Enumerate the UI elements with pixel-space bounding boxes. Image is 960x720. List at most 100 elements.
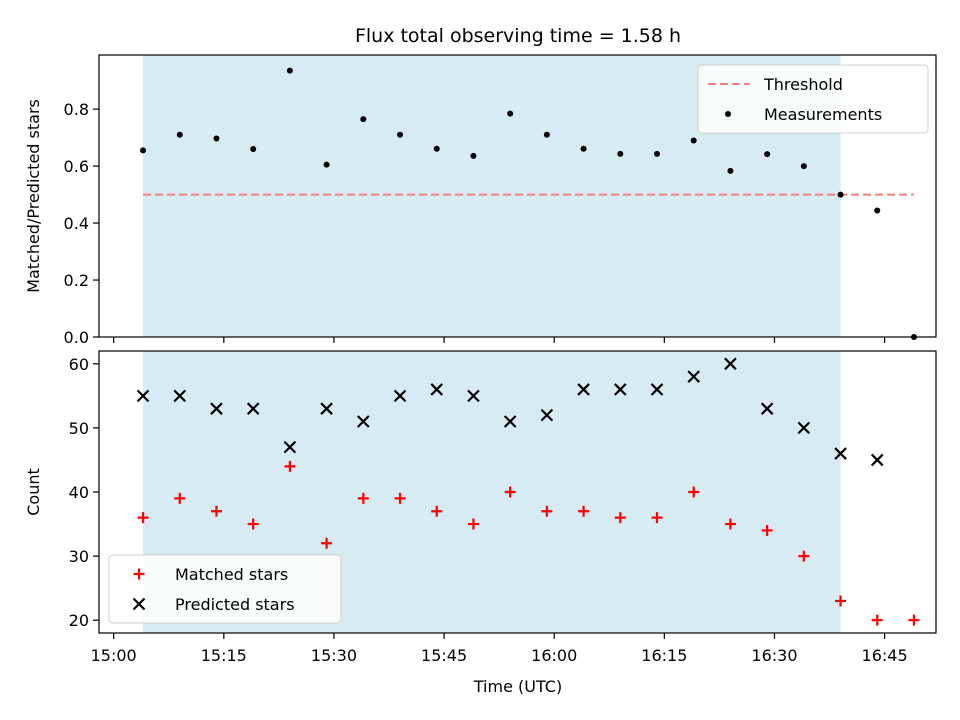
y-tick-label: 0.0	[64, 328, 89, 347]
legend-matched-swatch	[133, 568, 145, 580]
matched-star-point	[541, 505, 553, 517]
measurement-point	[433, 145, 440, 152]
y-tick-label: 50	[69, 419, 89, 438]
matched-star-point	[761, 524, 773, 536]
matched-star-point	[724, 518, 736, 530]
measurement-point	[323, 161, 330, 168]
measurement-point	[543, 131, 550, 138]
x-tick-label: 15:00	[91, 646, 137, 665]
predicted-star-point	[540, 408, 554, 422]
matched-star-point	[798, 550, 810, 562]
predicted-star-point	[650, 383, 664, 396]
predicted-star-point	[430, 383, 444, 396]
legend-predicted-swatch	[132, 597, 146, 611]
y-tick-label: 20	[69, 611, 89, 630]
axes-frame	[98, 54, 937, 338]
matched-star-point	[835, 595, 847, 607]
predicted-star-point	[210, 402, 223, 415]
y-tick-label: 30	[69, 547, 89, 566]
x-tick-label: 15:15	[201, 646, 247, 665]
predicted-star-point	[503, 415, 517, 428]
measurement-point	[397, 131, 404, 138]
matched-star-point	[247, 518, 259, 530]
x-tick-label: 15:30	[311, 646, 357, 665]
legend-box	[108, 554, 342, 624]
measurement-point	[470, 152, 477, 159]
predicted-star-point	[246, 402, 260, 415]
measurement-point	[837, 191, 844, 198]
legend-label: Predicted stars	[175, 595, 295, 614]
measurement-point	[580, 145, 587, 152]
matched-star-point	[614, 512, 626, 524]
ratio-panel: 0.0 0.2 0.4 0.6 0.8 Matched/Predicted stars Th…	[24, 54, 937, 347]
legend-label: Measurements	[764, 105, 882, 124]
measurement-point	[286, 67, 293, 74]
y-tick-label: 0.6	[64, 157, 89, 176]
legend-box	[697, 64, 929, 134]
matched-star-point	[431, 505, 443, 517]
measurement-point	[690, 137, 697, 144]
measurement-point	[250, 146, 257, 152]
measurement-point	[507, 110, 514, 117]
legend-measurement-swatch	[725, 111, 731, 117]
x-tick-label: 16:15	[641, 646, 687, 665]
legend-label: Threshold	[763, 75, 843, 94]
predicted-star-point	[357, 415, 370, 428]
measurement-point	[764, 151, 771, 158]
measurement-point	[140, 147, 147, 154]
x-tick-label: 15:45	[421, 646, 467, 665]
predicted-star-point	[724, 357, 737, 371]
count-panel: 20 30 40 50 60 15:00 15:15 15:30 15:45 16:00 16:15…	[24, 350, 937, 665]
predicted-star-point	[467, 389, 480, 403]
measurement-point	[360, 116, 367, 123]
matched-star-point	[210, 505, 222, 517]
measurement-point	[874, 207, 881, 214]
y-tick-label: 40	[69, 483, 89, 502]
matched-star-point	[688, 486, 700, 498]
predicted-star-point	[283, 440, 297, 454]
predicted-star-point	[834, 447, 847, 460]
measurement-point	[800, 163, 807, 170]
y-tick-label: 0.2	[64, 271, 89, 290]
matched-star-point	[504, 486, 516, 498]
predicted-star-point	[797, 421, 811, 435]
chart-title: Flux total observing time = 1.58 h	[355, 25, 681, 47]
y-tick-label: 0.4	[64, 214, 89, 233]
x-tick-label: 16:00	[531, 646, 577, 665]
matched-star-point	[321, 537, 333, 549]
x-tick-label: 16:45	[862, 646, 908, 665]
measurement-point	[176, 131, 183, 138]
measurement-point	[213, 135, 220, 142]
y-tick-label: 60	[69, 355, 89, 374]
measurement-point	[727, 167, 734, 174]
matched-star-point	[174, 492, 186, 504]
matched-star-point	[651, 512, 663, 524]
predicted-star-point	[320, 402, 333, 415]
matched-star-point	[137, 512, 149, 524]
y-axis-label: Matched/Predicted stars	[24, 99, 43, 293]
y-tick-label: 0.8	[64, 100, 89, 119]
predicted-star-point	[614, 383, 627, 396]
matched-star-point	[578, 505, 590, 517]
predicted-star-point	[393, 389, 407, 403]
matched-star-point	[908, 614, 920, 626]
legend-label: Matched stars	[175, 565, 288, 584]
legend: Threshold Measurements	[697, 64, 929, 134]
predicted-star-point	[687, 370, 700, 383]
predicted-star-point	[136, 389, 150, 403]
matched-star-point	[467, 518, 479, 530]
predicted-star-point	[870, 453, 884, 467]
measurement-point	[617, 150, 624, 157]
matched-star-point	[284, 460, 296, 472]
matched-star-point	[871, 614, 883, 626]
x-tick-label: 16:30	[751, 646, 797, 665]
matched-star-point	[394, 492, 406, 504]
legend: Matched stars Predicted stars	[108, 554, 342, 624]
predicted-star-point	[760, 402, 774, 415]
predicted-star-point	[577, 383, 590, 396]
measurement-point	[654, 150, 660, 157]
x-axis-label: Time (UTC)	[473, 677, 562, 696]
matched-star-point	[357, 492, 369, 504]
predicted-star-point	[173, 389, 187, 403]
